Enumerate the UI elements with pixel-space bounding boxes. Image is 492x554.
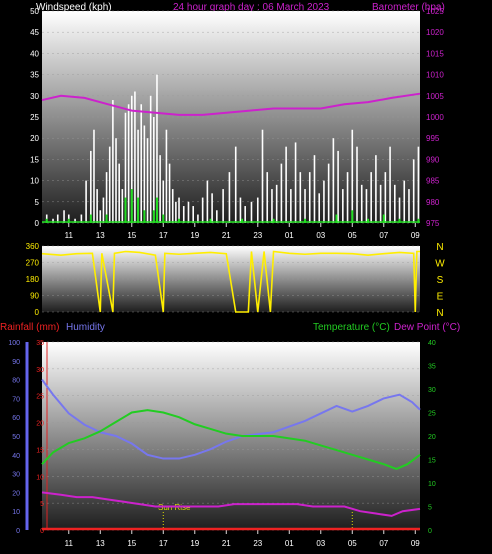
time-tick-label: 09: [411, 231, 420, 240]
humidity-tick-label: 80: [12, 378, 20, 385]
time-tick-label: 11: [65, 231, 74, 240]
wind-tick-label: 10: [30, 177, 39, 186]
compass-label: W: [435, 259, 445, 270]
rain-tick-label: 5: [40, 501, 44, 508]
direction-tick-label: 180: [26, 275, 40, 284]
barometer-tick-label: 1025: [426, 7, 444, 16]
compass-label: N: [436, 242, 443, 253]
barometer-axis-title: Barometer (hpa): [372, 2, 445, 13]
barometer-tick-label: 975: [426, 219, 440, 228]
temperature-line: [41, 409, 421, 470]
temperature-tick-label: 40: [428, 340, 436, 347]
direction-tick-label: 360: [26, 242, 40, 251]
time-tick-label: 19: [190, 231, 199, 240]
wind-tick-label: 45: [30, 28, 39, 37]
time-tick-label: 21: [222, 231, 231, 240]
humidity-tick-label: 50: [12, 434, 20, 441]
temperature-tick-label: 35: [428, 364, 436, 371]
rain-tick-label: 10: [36, 474, 44, 481]
rain-tick-label: 30: [36, 367, 44, 374]
temperature-tick-label: 5: [428, 505, 432, 512]
rain-tick-label: 35: [36, 340, 44, 347]
barometer-tick-label: 1000: [426, 113, 444, 122]
dewpoint-legend: Dew Point (°C): [394, 322, 460, 333]
time-tick-label: 17: [159, 539, 168, 548]
time-tick-label: 15: [127, 539, 136, 548]
time-tick-label: 15: [127, 231, 136, 240]
humidity-tick-label: 40: [12, 453, 20, 460]
wind-tick-label: 5: [35, 198, 40, 207]
wind-tick-label: 40: [30, 49, 39, 58]
wind-tick-label: 0: [35, 219, 40, 228]
humidity-tick-label: 70: [12, 396, 20, 403]
rainfall-legend: Rainfall (mm): [0, 322, 59, 333]
barometer-tick-label: 1010: [426, 71, 444, 80]
time-tick-label: 13: [96, 231, 105, 240]
temperature-tick-label: 20: [428, 434, 436, 441]
rain-tick-label: 20: [36, 421, 44, 428]
wind-tick-label: 20: [30, 134, 39, 143]
time-tick-label: 21: [222, 539, 231, 548]
time-tick-label: 05: [348, 539, 357, 548]
rain-tick-label: 25: [36, 394, 44, 401]
dewpoint-line: [41, 491, 421, 517]
barometer-tick-label: 985: [426, 177, 440, 186]
chart-marks: 0510152025303540455097598098599099510001…: [8, 7, 445, 548]
rain-tick-label: 0: [40, 528, 44, 535]
time-tick-label: 05: [348, 231, 357, 240]
wind-tick-label: 25: [30, 113, 39, 122]
direction-tick-label: 90: [30, 292, 39, 301]
time-tick-label: 23: [253, 539, 262, 548]
temperature-tick-label: 15: [428, 458, 436, 465]
temperature-tick-label: 0: [428, 528, 432, 535]
rain-tick-label: 15: [36, 447, 44, 454]
time-tick-label: 11: [65, 539, 74, 548]
temperature-tick-label: 10: [428, 481, 436, 488]
direction-line: [41, 250, 420, 313]
barometer-tick-label: 990: [426, 155, 440, 164]
time-tick-label: 03: [316, 539, 325, 548]
barometer-tick-label: 1020: [426, 28, 444, 37]
time-tick-label: 23: [253, 231, 262, 240]
humidity-line: [41, 379, 421, 460]
direction-tick-label: 0: [35, 308, 40, 317]
temperature-legend: Temperature (°C): [313, 322, 390, 333]
barometer-line: [41, 92, 421, 116]
time-tick-label: 07: [379, 539, 388, 548]
compass-label: S: [437, 275, 444, 286]
humidity-legend: Humidity: [66, 322, 105, 333]
wind-tick-label: 30: [30, 92, 39, 101]
time-tick-label: 13: [96, 539, 105, 548]
time-tick-label: 01: [285, 231, 294, 240]
temperature-tick-label: 30: [428, 387, 436, 394]
compass-label: N: [436, 308, 443, 319]
wind-tick-label: 50: [30, 7, 39, 16]
barometer-tick-label: 980: [426, 198, 440, 207]
barometer-tick-label: 995: [426, 134, 440, 143]
barometer-tick-label: 1015: [426, 49, 444, 58]
barometer-tick-label: 1005: [426, 92, 444, 101]
wind-tick-label: 15: [30, 155, 39, 164]
time-tick-label: 17: [159, 231, 168, 240]
direction-tick-label: 270: [26, 259, 40, 268]
humidity-tick-label: 30: [12, 472, 20, 479]
graph-title: 24 hour graph day : 06 March 2023: [173, 2, 330, 13]
time-tick-label: 09: [411, 539, 420, 548]
time-tick-label: 19: [190, 539, 199, 548]
time-tick-label: 01: [285, 539, 294, 548]
humidity-tick-label: 90: [12, 359, 20, 366]
humidity-tick-label: 60: [12, 415, 20, 422]
climate-panel: [42, 342, 420, 530]
humidity-tick-label: 0: [16, 528, 20, 535]
humidity-tick-label: 20: [12, 490, 20, 497]
humidity-tick-label: 10: [12, 509, 20, 516]
wind-axis-title: Windspeed (kph): [36, 2, 112, 13]
temperature-tick-label: 25: [428, 411, 436, 418]
time-tick-label: 03: [316, 231, 325, 240]
wind-tick-label: 35: [30, 71, 39, 80]
time-tick-label: 07: [379, 231, 388, 240]
compass-label: E: [437, 292, 444, 303]
humidity-tick-label: 100: [8, 340, 20, 347]
